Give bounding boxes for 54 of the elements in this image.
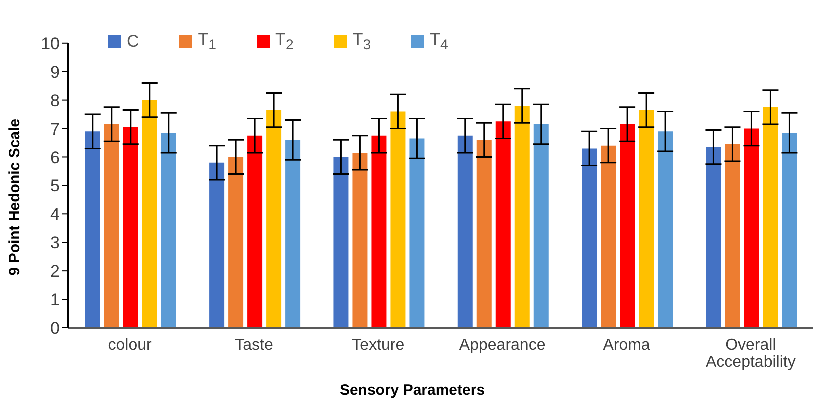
- bar: [286, 140, 301, 328]
- x-tick-label: Aroma: [603, 337, 650, 354]
- y-tick-label: 8: [50, 91, 60, 110]
- bar: [639, 110, 654, 328]
- x-tick-label: colour: [108, 337, 153, 354]
- bar: [85, 132, 100, 328]
- bar: [266, 110, 282, 328]
- legend-label: C: [127, 32, 140, 52]
- bar: [228, 157, 244, 328]
- bar: [514, 106, 530, 328]
- bar: [458, 136, 473, 328]
- bar: [390, 112, 406, 328]
- bar: [496, 122, 511, 328]
- y-tick-label: 7: [50, 120, 60, 139]
- bar: [142, 100, 158, 328]
- y-tick-label: 10: [41, 34, 60, 54]
- bar: [725, 144, 740, 328]
- bar: [248, 136, 263, 328]
- legend-label: T$_{4}$: [430, 30, 448, 54]
- bar: [582, 148, 598, 328]
- y-tick-label: 9: [50, 62, 60, 82]
- y-tick-label: 3: [50, 234, 60, 253]
- y-tick-label: 6: [50, 148, 60, 168]
- y-tick-label: 2: [50, 262, 60, 282]
- bar: [476, 140, 492, 328]
- bar: [706, 147, 722, 328]
- y-tick-label: 1: [50, 290, 60, 310]
- legend-label: T$_{3}$: [352, 30, 372, 54]
- legend-label: T$_{2}$: [276, 30, 294, 54]
- bar: [534, 124, 549, 328]
- x-tick-label: Taste: [235, 337, 274, 354]
- bar: [334, 157, 349, 328]
- bar: [372, 136, 387, 328]
- bar: [744, 128, 760, 328]
- bar: [104, 124, 120, 328]
- bar: [782, 133, 798, 328]
- bar: [601, 146, 616, 328]
- y-axis-title: 9 Point Hedonic Scale: [6, 118, 24, 276]
- bar: [410, 138, 425, 328]
- bar: [123, 127, 138, 328]
- bar: [763, 107, 778, 328]
- legend-label: T$_{1}$: [198, 30, 217, 54]
- x-tick-label: Appearance: [459, 337, 546, 354]
- x-tick-label: Texture: [352, 337, 405, 354]
- y-tick-label: 0: [50, 319, 60, 338]
- y-tick-label: 4: [50, 205, 60, 224]
- y-tick-label: 5: [50, 176, 60, 196]
- bar: [161, 133, 176, 328]
- bar: [352, 152, 368, 328]
- x-axis-title: Sensory Parameters: [338, 382, 486, 399]
- x-tick-label: Overall Acceptability: [706, 337, 796, 371]
- bar: [658, 132, 674, 328]
- bar: [210, 162, 225, 328]
- bar: [620, 124, 636, 328]
